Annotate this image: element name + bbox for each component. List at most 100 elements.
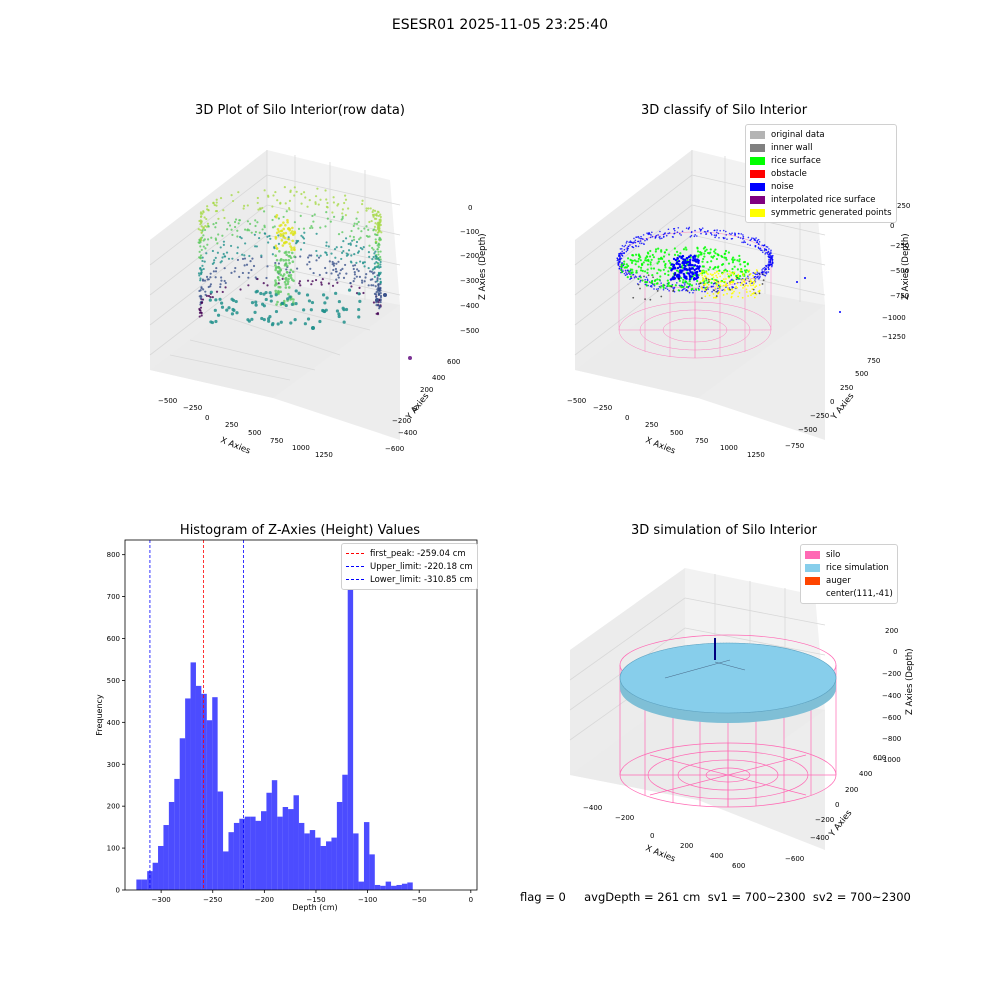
noise-point [650,234,652,236]
data-point [360,230,363,233]
panel4-legend: silo rice simulation auger center(111,-4… [800,544,898,604]
data-point [291,270,295,274]
data-point [198,289,201,293]
data-point [209,272,212,275]
noise-point [770,263,772,265]
data-point [274,261,277,265]
data-point [283,264,287,267]
symmetric-point [752,274,754,277]
noise-point [653,288,655,290]
noise-point [673,277,677,280]
noise-point [761,244,764,247]
legend-line [346,553,364,554]
rice-point [682,278,685,281]
symmetric-point [712,292,715,295]
noise-point [722,229,725,232]
data-point [365,225,368,228]
rice-point [739,263,742,266]
histogram-bar [201,693,207,890]
noise-point [752,237,755,240]
data-point [379,255,382,259]
data-point [299,214,302,217]
noise-point [701,290,703,293]
data-point [359,236,362,239]
data-point [332,264,336,267]
rice-point [639,266,643,269]
x-tick: 500 [670,429,683,437]
symmetric-point [735,285,738,288]
data-point [370,270,373,273]
panel2-silo-wireframe [618,231,772,359]
x-tick: −250 [593,404,612,412]
noise-point [698,269,701,273]
noise-point [644,283,647,286]
symmetric-point [736,286,739,289]
data-point [337,314,341,319]
data-point [205,217,208,221]
histogram-bar [158,845,164,890]
data-point [215,198,218,201]
rice-point [682,248,686,251]
noise-point [685,227,688,229]
histogram-bar [353,833,359,890]
data-point [312,271,315,275]
y-tick: 0 [835,801,839,809]
data-point [299,255,302,258]
data-point [332,215,336,218]
noise-point [717,232,720,235]
data-point [296,267,299,270]
rice-point [702,257,705,261]
rice-point [652,256,656,259]
rice-point [669,261,672,264]
noise-point [768,248,770,250]
noise-point [693,259,697,262]
symmetric-point [753,277,755,280]
data-point [324,251,327,254]
rice-point [684,246,687,249]
data-point [201,256,204,259]
data-point [199,257,202,260]
data-point [229,244,233,248]
data-point [255,245,258,248]
data-point [291,226,294,230]
noise-point [642,238,644,240]
symmetric-point [753,296,756,299]
noise-point [733,283,736,285]
noise-point [637,240,640,243]
noise-point [688,278,692,281]
noise-point [670,269,673,272]
x-tick: 750 [695,437,708,445]
data-point [353,271,356,274]
rice-point [660,249,663,252]
symmetric-point [750,284,752,287]
noise-point [768,264,771,267]
noise-point [620,257,623,260]
data-point [374,233,377,236]
data-point [373,262,376,265]
data-point [260,254,263,257]
data-point [247,271,250,275]
data-point [242,207,245,210]
rice-point [634,263,637,266]
other-point [729,288,732,291]
data-point [279,201,282,204]
symmetric-point [755,293,758,296]
rice-point [649,263,652,266]
data-point [224,281,227,285]
y-tick: 250 [840,384,853,392]
rice-point [659,257,662,260]
rice-point [717,265,720,268]
noise-point [769,255,772,258]
symmetric-point [745,277,748,280]
rice-point [629,258,632,261]
symmetric-point [722,278,725,280]
data-point [220,305,225,309]
data-point [355,244,358,247]
rice-point [685,248,688,251]
panel1-ticks: −500 −250 0 250 500 750 1000 1250 −600 −… [158,204,479,459]
data-point [377,283,380,287]
data-point [284,286,288,289]
symmetric-point [729,282,732,285]
noise-point [676,256,679,260]
rice-point [662,260,666,263]
